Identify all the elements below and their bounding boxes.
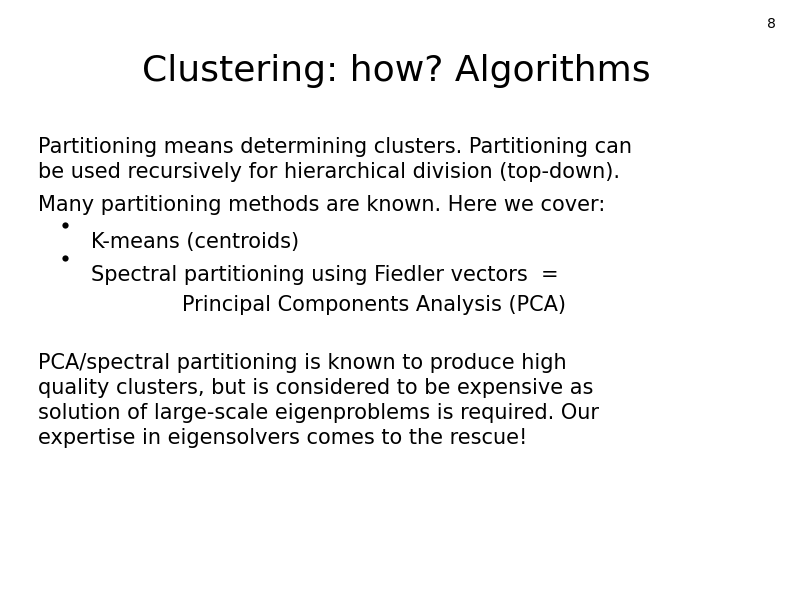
Text: solution of large-scale eigenproblems is required. Our: solution of large-scale eigenproblems is… — [38, 403, 599, 423]
Text: Clustering: how? Algorithms: Clustering: how? Algorithms — [142, 54, 651, 88]
Text: Principal Components Analysis (PCA): Principal Components Analysis (PCA) — [182, 295, 566, 315]
Text: expertise in eigensolvers comes to the rescue!: expertise in eigensolvers comes to the r… — [38, 428, 527, 448]
Text: Many partitioning methods are known. Here we cover:: Many partitioning methods are known. Her… — [38, 195, 605, 216]
Text: K-means (centroids): K-means (centroids) — [91, 232, 299, 253]
Text: 8: 8 — [767, 17, 776, 30]
Text: quality clusters, but is considered to be expensive as: quality clusters, but is considered to b… — [38, 378, 593, 398]
Text: PCA/spectral partitioning is known to produce high: PCA/spectral partitioning is known to pr… — [38, 353, 567, 373]
Text: Partitioning means determining clusters. Partitioning can: Partitioning means determining clusters.… — [38, 137, 632, 157]
Text: be used recursively for hierarchical division (top-down).: be used recursively for hierarchical div… — [38, 162, 620, 182]
Text: Spectral partitioning using Fiedler vectors  =: Spectral partitioning using Fiedler vect… — [91, 265, 559, 285]
